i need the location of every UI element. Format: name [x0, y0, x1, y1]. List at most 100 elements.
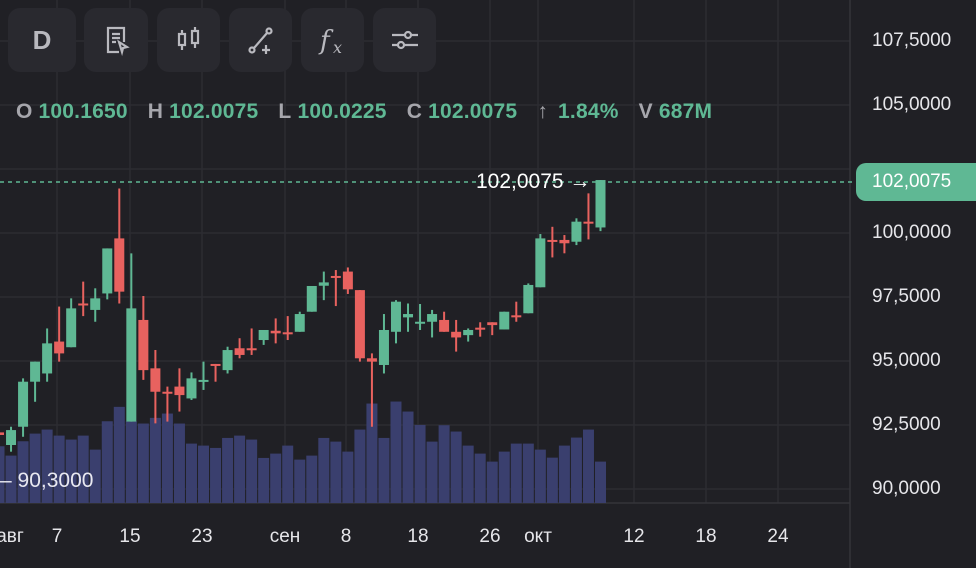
candle-body: [0, 432, 4, 435]
volume-bar: [258, 457, 270, 503]
candle-body: [90, 298, 101, 310]
volume-bar: [474, 453, 486, 503]
date-tick: 26: [479, 526, 501, 547]
current-price-tag: 102,0075: [856, 163, 976, 201]
notes-button[interactable]: [84, 8, 148, 72]
volume-bar: [462, 445, 474, 503]
volume-bar: [161, 413, 173, 503]
volume-bar: [390, 401, 402, 503]
candle-body: [42, 343, 53, 374]
volume-bar: [282, 445, 294, 503]
high-label: H: [147, 100, 164, 123]
candle-body: [54, 341, 65, 354]
price-tick: 92,5000: [872, 414, 941, 435]
date-tick: 23: [191, 526, 213, 547]
candle-body: [342, 271, 353, 290]
svg-text:f: f: [318, 26, 334, 56]
volume-bar: [522, 443, 534, 503]
volume-bar: [113, 406, 125, 503]
chart-type-button[interactable]: [157, 8, 220, 72]
drawing-tools-button[interactable]: [229, 8, 292, 72]
candle-body: [499, 311, 510, 330]
volume-bar: [53, 435, 65, 503]
date-tick: 15: [119, 526, 141, 547]
candle-body: [114, 238, 125, 292]
volume-bar: [582, 429, 594, 503]
open-value: 100.1650: [38, 100, 128, 123]
volume-bar: [354, 429, 366, 503]
candle-body: [523, 284, 534, 314]
candle-body: [487, 322, 498, 326]
settings-icon: [391, 30, 418, 50]
candle-body: [366, 358, 377, 362]
volume-bar: [498, 451, 510, 503]
volume-bar: [534, 449, 546, 503]
date-tick: сен: [269, 526, 301, 547]
candle-body: [174, 386, 185, 396]
volume-bar: [246, 439, 258, 503]
price-tick: 105,0000: [872, 94, 952, 115]
candle-body: [595, 180, 606, 228]
volume-bar: [558, 445, 570, 503]
interval-button[interactable]: D: [8, 8, 76, 72]
volume-bar: [450, 431, 462, 503]
candle-body: [547, 239, 558, 242]
price-tick: 90,0000: [872, 478, 941, 499]
volume-bar: [546, 457, 558, 503]
volume-bar: [198, 445, 210, 503]
volume-bar: [77, 435, 89, 503]
candle-body: [78, 303, 89, 306]
interval-label: D: [32, 24, 52, 55]
candle-body: [222, 350, 233, 371]
candle-body: [66, 308, 77, 348]
date-tick: 7: [51, 526, 63, 547]
candle-body: [475, 327, 486, 330]
notes-icon: [106, 26, 130, 57]
price-tick: 100,0000: [872, 222, 952, 243]
volume-bar: [378, 437, 390, 503]
candle-body: [6, 430, 17, 446]
volume-bar: [210, 447, 222, 503]
volume-bar: [185, 443, 197, 503]
settings-button[interactable]: [373, 8, 436, 72]
volume-bar: [330, 441, 342, 503]
volume-bar: [270, 453, 282, 503]
candle-body: [138, 319, 149, 371]
candle-body: [210, 363, 221, 366]
candle-body: [306, 285, 317, 312]
close-value: 102.0075: [428, 100, 518, 123]
volume-bar: [570, 437, 582, 503]
price-tick: 107,5000: [872, 30, 952, 51]
candle-body: [583, 221, 594, 224]
low-label: L: [278, 100, 292, 123]
volume-bar: [173, 423, 185, 503]
price-tick: 95,0000: [872, 350, 941, 371]
date-tick: окт: [524, 526, 552, 547]
volume-bar: [5, 455, 17, 503]
volume-value: 687M: [658, 100, 713, 123]
candle-body: [234, 348, 245, 355]
volume-bar: [65, 439, 77, 503]
candle-body: [282, 332, 293, 335]
candles-icon: [177, 27, 199, 50]
volume-bar: [41, 429, 53, 503]
candle-body: [511, 315, 522, 318]
drawing-icon: [247, 27, 273, 54]
volume-bar: [318, 437, 330, 503]
volume-bar: [149, 417, 161, 503]
volume-bar: [486, 461, 498, 503]
candle-body: [463, 329, 474, 336]
candle-body: [186, 378, 197, 399]
ohlc-legend: O 100.1650 H 102.0075 L 100.0225 C 102.0075 …: [16, 100, 726, 124]
candle-body: [403, 314, 414, 318]
volume-bar: [17, 441, 29, 503]
candle-body: [126, 308, 137, 422]
volume-bar: [414, 424, 426, 503]
volume-bar: [222, 437, 234, 503]
volume-bar: [234, 435, 246, 503]
volume-bar: [426, 441, 438, 503]
candle-body: [571, 221, 582, 242]
volume-bar: [342, 451, 354, 503]
